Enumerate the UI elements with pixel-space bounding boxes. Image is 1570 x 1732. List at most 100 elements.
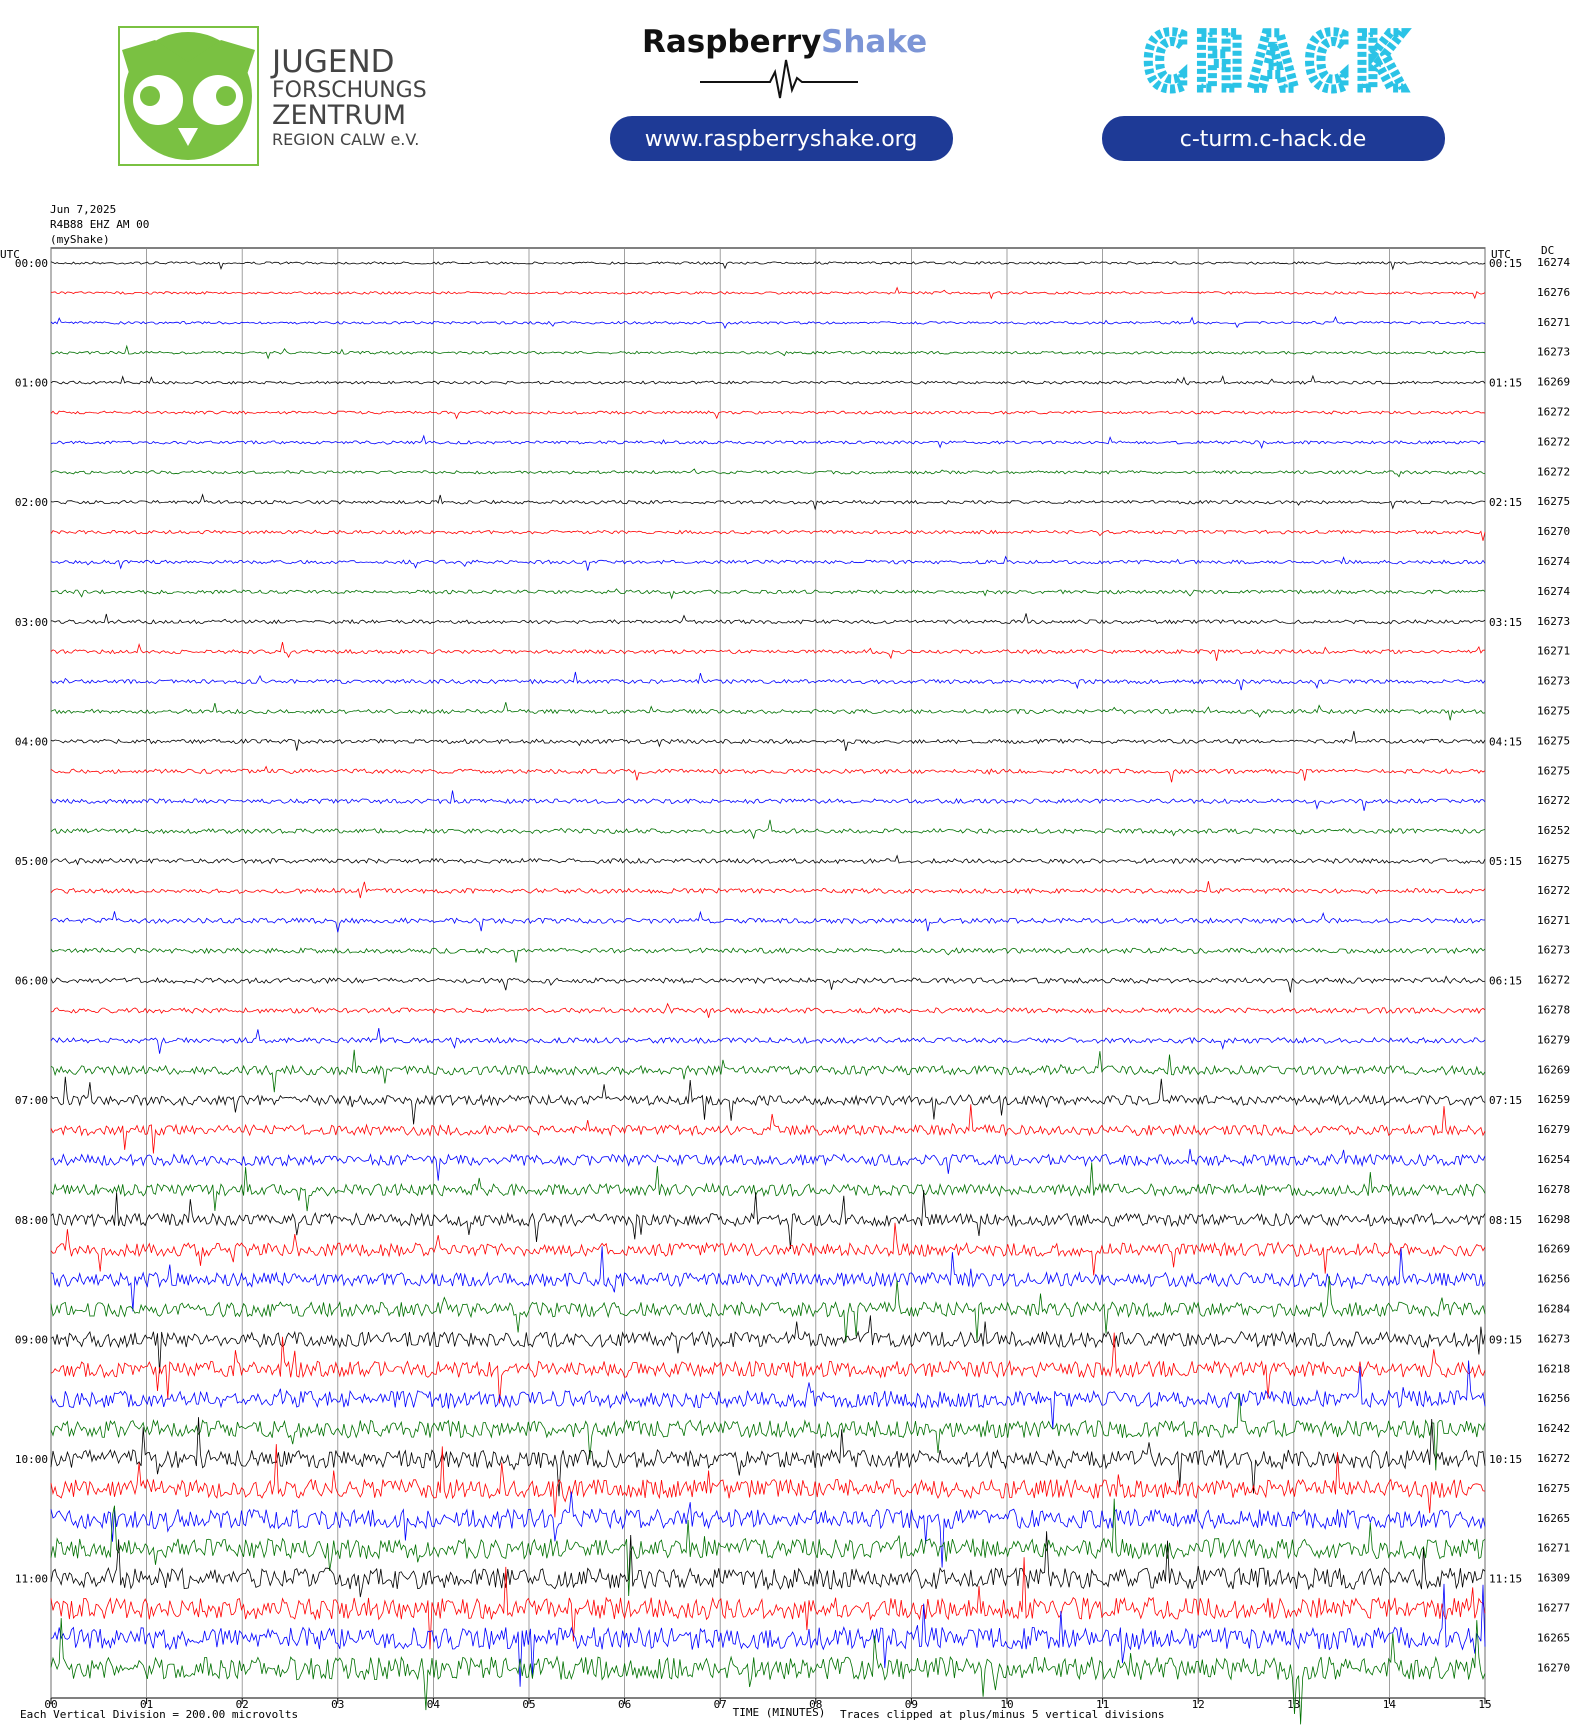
chack-pill[interactable]	[1102, 116, 1445, 161]
x-axis-label: TIME (MINUTES)	[733, 1706, 826, 1719]
trace	[50, 555, 1486, 571]
dc-value: 16270	[1537, 1661, 1570, 1674]
dc-value: 16259	[1537, 1093, 1570, 1106]
trace	[50, 529, 1486, 541]
trace	[50, 1444, 1486, 1518]
dc-value: 16276	[1537, 286, 1570, 299]
owl-beak	[178, 128, 198, 146]
right-axis-title: UTC	[1491, 248, 1511, 261]
trace	[50, 410, 1486, 420]
trace	[50, 1104, 1486, 1154]
trace	[50, 1491, 1486, 1568]
trace	[50, 468, 1486, 478]
trace	[50, 765, 1486, 783]
trace	[50, 1557, 1486, 1650]
trace	[50, 1498, 1486, 1597]
rs-logo: Raspberry Shake www.raspberryshake.org	[610, 24, 953, 161]
trace	[50, 315, 1486, 329]
left-time-label: 10:00	[15, 1453, 48, 1466]
dc-value: 16265	[1537, 1512, 1570, 1525]
trace	[50, 854, 1486, 866]
rs-name: Raspberry	[642, 24, 821, 60]
left-time-label: 03:00	[15, 616, 48, 629]
dc-value: 16269	[1537, 1063, 1570, 1076]
dc-value: 16274	[1537, 256, 1570, 269]
x-tick-label: 01	[140, 1698, 153, 1711]
trace	[50, 286, 1486, 300]
date: Jun 7,2025	[50, 203, 116, 216]
jfz-text: FORSCHUNGS	[272, 78, 427, 103]
dc-value: 16218	[1537, 1362, 1570, 1375]
rs-pill[interactable]	[610, 116, 953, 161]
trace	[50, 1417, 1486, 1497]
scale-note: Each Vertical Division = 200.00 microvol…	[20, 1708, 298, 1721]
dc-value: 16270	[1537, 525, 1570, 538]
trace	[50, 261, 1486, 271]
clip-note: Traces clipped at plus/minus 5 vertical …	[840, 1708, 1165, 1721]
dc-value: 16274	[1537, 555, 1570, 568]
trace	[50, 1190, 1486, 1250]
chack-logo: CHACK c-turm.c-hack.de	[1102, 13, 1445, 161]
left-axis-title: UTC	[0, 248, 20, 261]
right-time-label: 07:15	[1489, 1094, 1522, 1107]
jfz-text: ZENTRUM	[272, 100, 406, 131]
left-time-label: 00:00	[15, 257, 48, 270]
chack-url[interactable]: c-turm.c-hack.de	[1180, 127, 1366, 152]
trace	[50, 588, 1486, 600]
dc-value: 16279	[1537, 1123, 1570, 1136]
jfz-text: JUGEND	[270, 44, 395, 80]
dc-value: 16275	[1537, 1482, 1570, 1495]
trace	[50, 642, 1486, 661]
trace	[50, 819, 1486, 840]
dc-value: 16252	[1537, 824, 1570, 837]
trace	[50, 671, 1486, 691]
right-time-label: 01:15	[1489, 377, 1522, 390]
source: (myShake)	[50, 233, 110, 246]
dc-value: 16271	[1537, 1542, 1570, 1555]
dc-value: 16272	[1537, 406, 1570, 419]
dc-value: 16272	[1537, 974, 1570, 987]
dc-value: 16275	[1537, 705, 1570, 718]
trace	[50, 1222, 1486, 1276]
left-time-label: 07:00	[15, 1094, 48, 1107]
right-time-label: 04:15	[1489, 735, 1522, 748]
x-tick-label: 07	[714, 1698, 727, 1711]
dc-value: 16272	[1537, 435, 1570, 448]
left-time-label: 09:00	[15, 1333, 48, 1346]
dc-value: 16278	[1537, 1004, 1570, 1017]
left-time-label: 08:00	[15, 1214, 48, 1227]
trace	[50, 790, 1486, 811]
left-time-label: 06:00	[15, 975, 48, 988]
dc-value: 16273	[1537, 615, 1570, 628]
dc-value: 16279	[1537, 1033, 1570, 1046]
dc-value: 16271	[1537, 316, 1570, 329]
dc-value: 16256	[1537, 1273, 1570, 1286]
dc-value: 16274	[1537, 585, 1570, 598]
right-time-label: 06:15	[1489, 975, 1522, 988]
right-time-label: 08:15	[1489, 1214, 1522, 1227]
right-time-label: 09:15	[1489, 1333, 1522, 1346]
trace	[50, 1002, 1486, 1018]
dc-value: 16275	[1537, 854, 1570, 867]
dc-value: 16254	[1537, 1153, 1570, 1166]
dc-value: 16269	[1537, 376, 1570, 389]
x-tick-label: 04	[427, 1698, 441, 1711]
trace	[50, 1531, 1486, 1598]
x-tick-label: 09	[905, 1698, 918, 1711]
dc-value: 16272	[1537, 794, 1570, 807]
trace	[50, 947, 1486, 963]
trace	[50, 1360, 1486, 1430]
x-tick-label: 11	[1096, 1698, 1109, 1711]
trace	[50, 1618, 1486, 1725]
trace	[50, 1028, 1486, 1054]
dc-value: 16273	[1537, 675, 1570, 688]
dc-value: 16271	[1537, 914, 1570, 927]
trace	[50, 975, 1486, 993]
dc-value: 16278	[1537, 1183, 1570, 1196]
left-time-label: 05:00	[15, 855, 48, 868]
rs-url[interactable]: www.raspberryshake.org	[645, 127, 918, 152]
right-time-label: 05:15	[1489, 855, 1522, 868]
dc-value: 16272	[1537, 1452, 1570, 1465]
trace	[50, 374, 1486, 386]
